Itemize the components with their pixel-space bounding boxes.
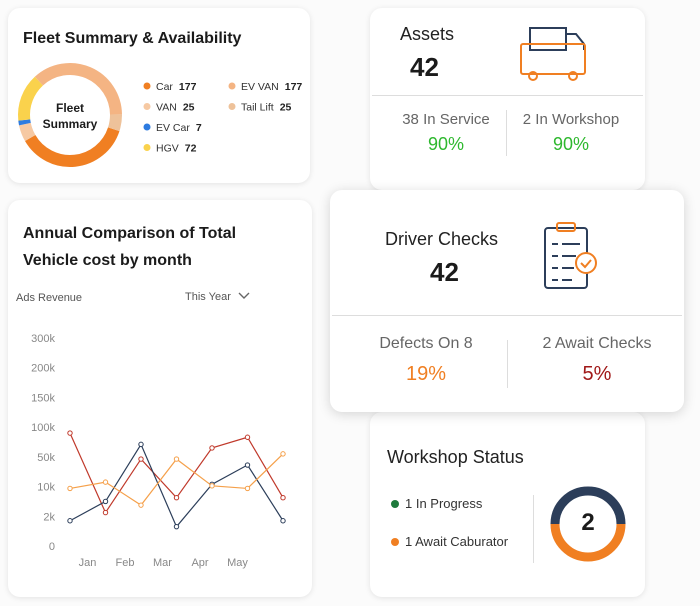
legend-label: VAN <box>156 102 177 114</box>
x-tick-label: May <box>227 557 248 569</box>
truck-icon <box>520 27 586 81</box>
data-point <box>138 441 144 448</box>
donut-segment <box>107 114 122 132</box>
legend-dot <box>143 103 151 110</box>
cost-card <box>8 200 312 597</box>
stat-value: 5% <box>582 363 612 385</box>
data-point <box>138 456 144 462</box>
driver-value: 42 <box>430 257 459 287</box>
status-item: 1 In Progress <box>405 496 483 511</box>
y-tick-label: 2k <box>43 511 55 523</box>
data-point <box>102 509 109 516</box>
legend-value: 72 <box>185 143 197 155</box>
assets-value: 42 <box>410 52 439 82</box>
data-point <box>280 518 286 524</box>
legend-value: 7 <box>196 122 202 134</box>
clipboard-icon <box>544 222 597 289</box>
donut-segment <box>18 76 44 121</box>
divider <box>507 340 508 388</box>
chart-subtitle: Ads Revenue <box>16 292 83 304</box>
donut-segment <box>18 119 31 126</box>
workshop-title: Workshop Status <box>387 447 524 467</box>
data-point <box>244 485 251 492</box>
data-point <box>67 485 73 492</box>
divider <box>372 95 643 96</box>
assets-title: Assets <box>400 24 455 44</box>
x-tick-label: Apr <box>191 557 208 569</box>
data-point <box>67 430 73 436</box>
data-point <box>244 462 251 468</box>
legend-label: HGV <box>156 143 179 155</box>
period-dropdown[interactable]: This Year <box>185 291 250 303</box>
series-line <box>69 432 284 514</box>
donut-segment <box>25 127 120 167</box>
y-tick-label: 10k <box>37 482 55 494</box>
legend-dot <box>143 82 151 90</box>
legend-label: EV Car <box>156 122 190 134</box>
stat-value: 19% <box>405 363 447 385</box>
legend-dot <box>143 144 151 151</box>
fleet-title: Fleet Summary & Availability <box>23 30 242 47</box>
data-point <box>138 502 144 508</box>
data-point <box>102 479 109 485</box>
stat-label: 2 Await Checks <box>542 335 652 352</box>
stat-value: 90% <box>427 134 465 154</box>
legend-value: 25 <box>280 102 292 114</box>
workshop-card <box>370 412 645 597</box>
data-point <box>209 483 215 489</box>
donut-center-label: Fleet Summary <box>42 101 98 131</box>
legend-value: 177 <box>179 81 197 93</box>
y-tick-label: 0 <box>49 541 55 553</box>
data-point <box>280 495 286 501</box>
y-tick-label: 300k <box>31 333 55 345</box>
driver-title: Driver Checks <box>385 229 499 249</box>
divider <box>332 315 682 316</box>
data-point <box>102 498 109 505</box>
stat-value: 90% <box>552 134 590 154</box>
status-ring <box>550 486 626 525</box>
donut-segment <box>19 122 36 142</box>
x-tick-label: Mar <box>153 557 172 569</box>
data-point <box>173 523 180 530</box>
legend-value: 25 <box>183 102 195 114</box>
data-point <box>173 495 180 501</box>
data-point <box>280 451 286 457</box>
status-ring <box>550 523 626 562</box>
legend-dot <box>228 82 236 90</box>
legend-value: 177 <box>285 81 303 93</box>
y-tick-label: 100k <box>31 422 55 434</box>
legend-label: Car <box>156 81 173 93</box>
assets-card <box>370 8 645 190</box>
data-point <box>173 456 180 462</box>
stat-label: Defects On 8 <box>379 335 473 352</box>
data-point <box>209 445 215 451</box>
legend-dot <box>143 123 151 131</box>
status-dot <box>391 538 399 546</box>
legend-label: EV VAN <box>241 81 279 93</box>
x-tick-label: Jan <box>79 557 97 569</box>
cost-title: Annual Comparison of Total Vehicle cost … <box>23 225 237 269</box>
x-tick-label: Feb <box>116 557 135 569</box>
status-item: 1 Await Caburator <box>405 534 509 549</box>
stat-label: 38 In Service <box>402 111 490 128</box>
donut-segment <box>34 63 122 115</box>
data-point <box>67 518 73 524</box>
divider <box>533 495 534 563</box>
legend-dot <box>228 103 236 110</box>
dropdown-label: This Year <box>185 291 231 303</box>
legend-label: Tail Lift <box>241 102 274 114</box>
y-tick-label: 150k <box>31 392 55 404</box>
y-tick-label: 50k <box>37 452 55 464</box>
y-tick-label: 200k <box>31 363 55 375</box>
stat-label: 2 In Workshop <box>522 111 620 128</box>
status-dot <box>391 500 399 508</box>
chevron <box>238 292 250 299</box>
workshop-total: 2 <box>581 509 595 536</box>
data-point <box>244 434 251 440</box>
divider <box>506 110 507 156</box>
